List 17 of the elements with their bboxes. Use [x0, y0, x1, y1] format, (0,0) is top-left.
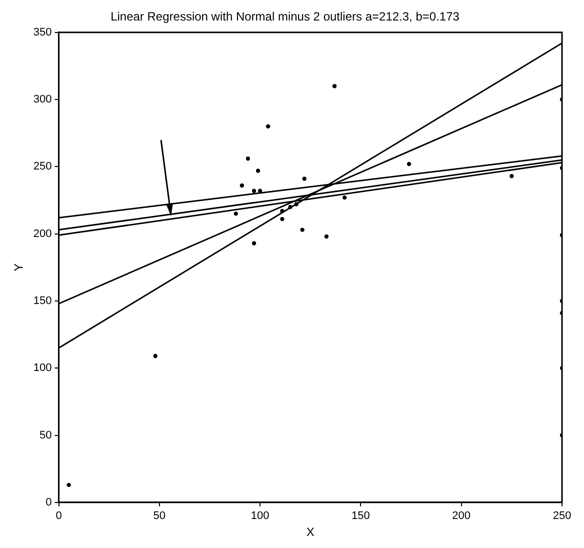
y-tick-label: 200	[33, 228, 52, 240]
chart-title: Linear Regression with Normal minus 2 outliers a=212.3, b=0.173	[110, 10, 460, 24]
y-tick-label: 100	[33, 362, 52, 374]
y-tick-label: 250	[33, 160, 52, 173]
y-axis-title: Y	[12, 263, 26, 272]
x-tick-label: 200	[452, 510, 471, 522]
x-tick-label: 50	[153, 510, 166, 522]
y-tick-label: 300	[33, 94, 52, 106]
x-tick-label: 100	[250, 510, 270, 522]
x-tick-label: 150	[352, 510, 370, 522]
x-tick-label: 250	[552, 510, 572, 522]
y-tick-label: 350	[33, 26, 52, 38]
y-tick-label: 0	[46, 496, 52, 508]
x-tick-label: 0	[56, 510, 62, 522]
x-axis-title: X	[306, 525, 314, 540]
y-tick-label: 150	[33, 295, 52, 308]
y-tick-label: 50	[40, 429, 52, 442]
